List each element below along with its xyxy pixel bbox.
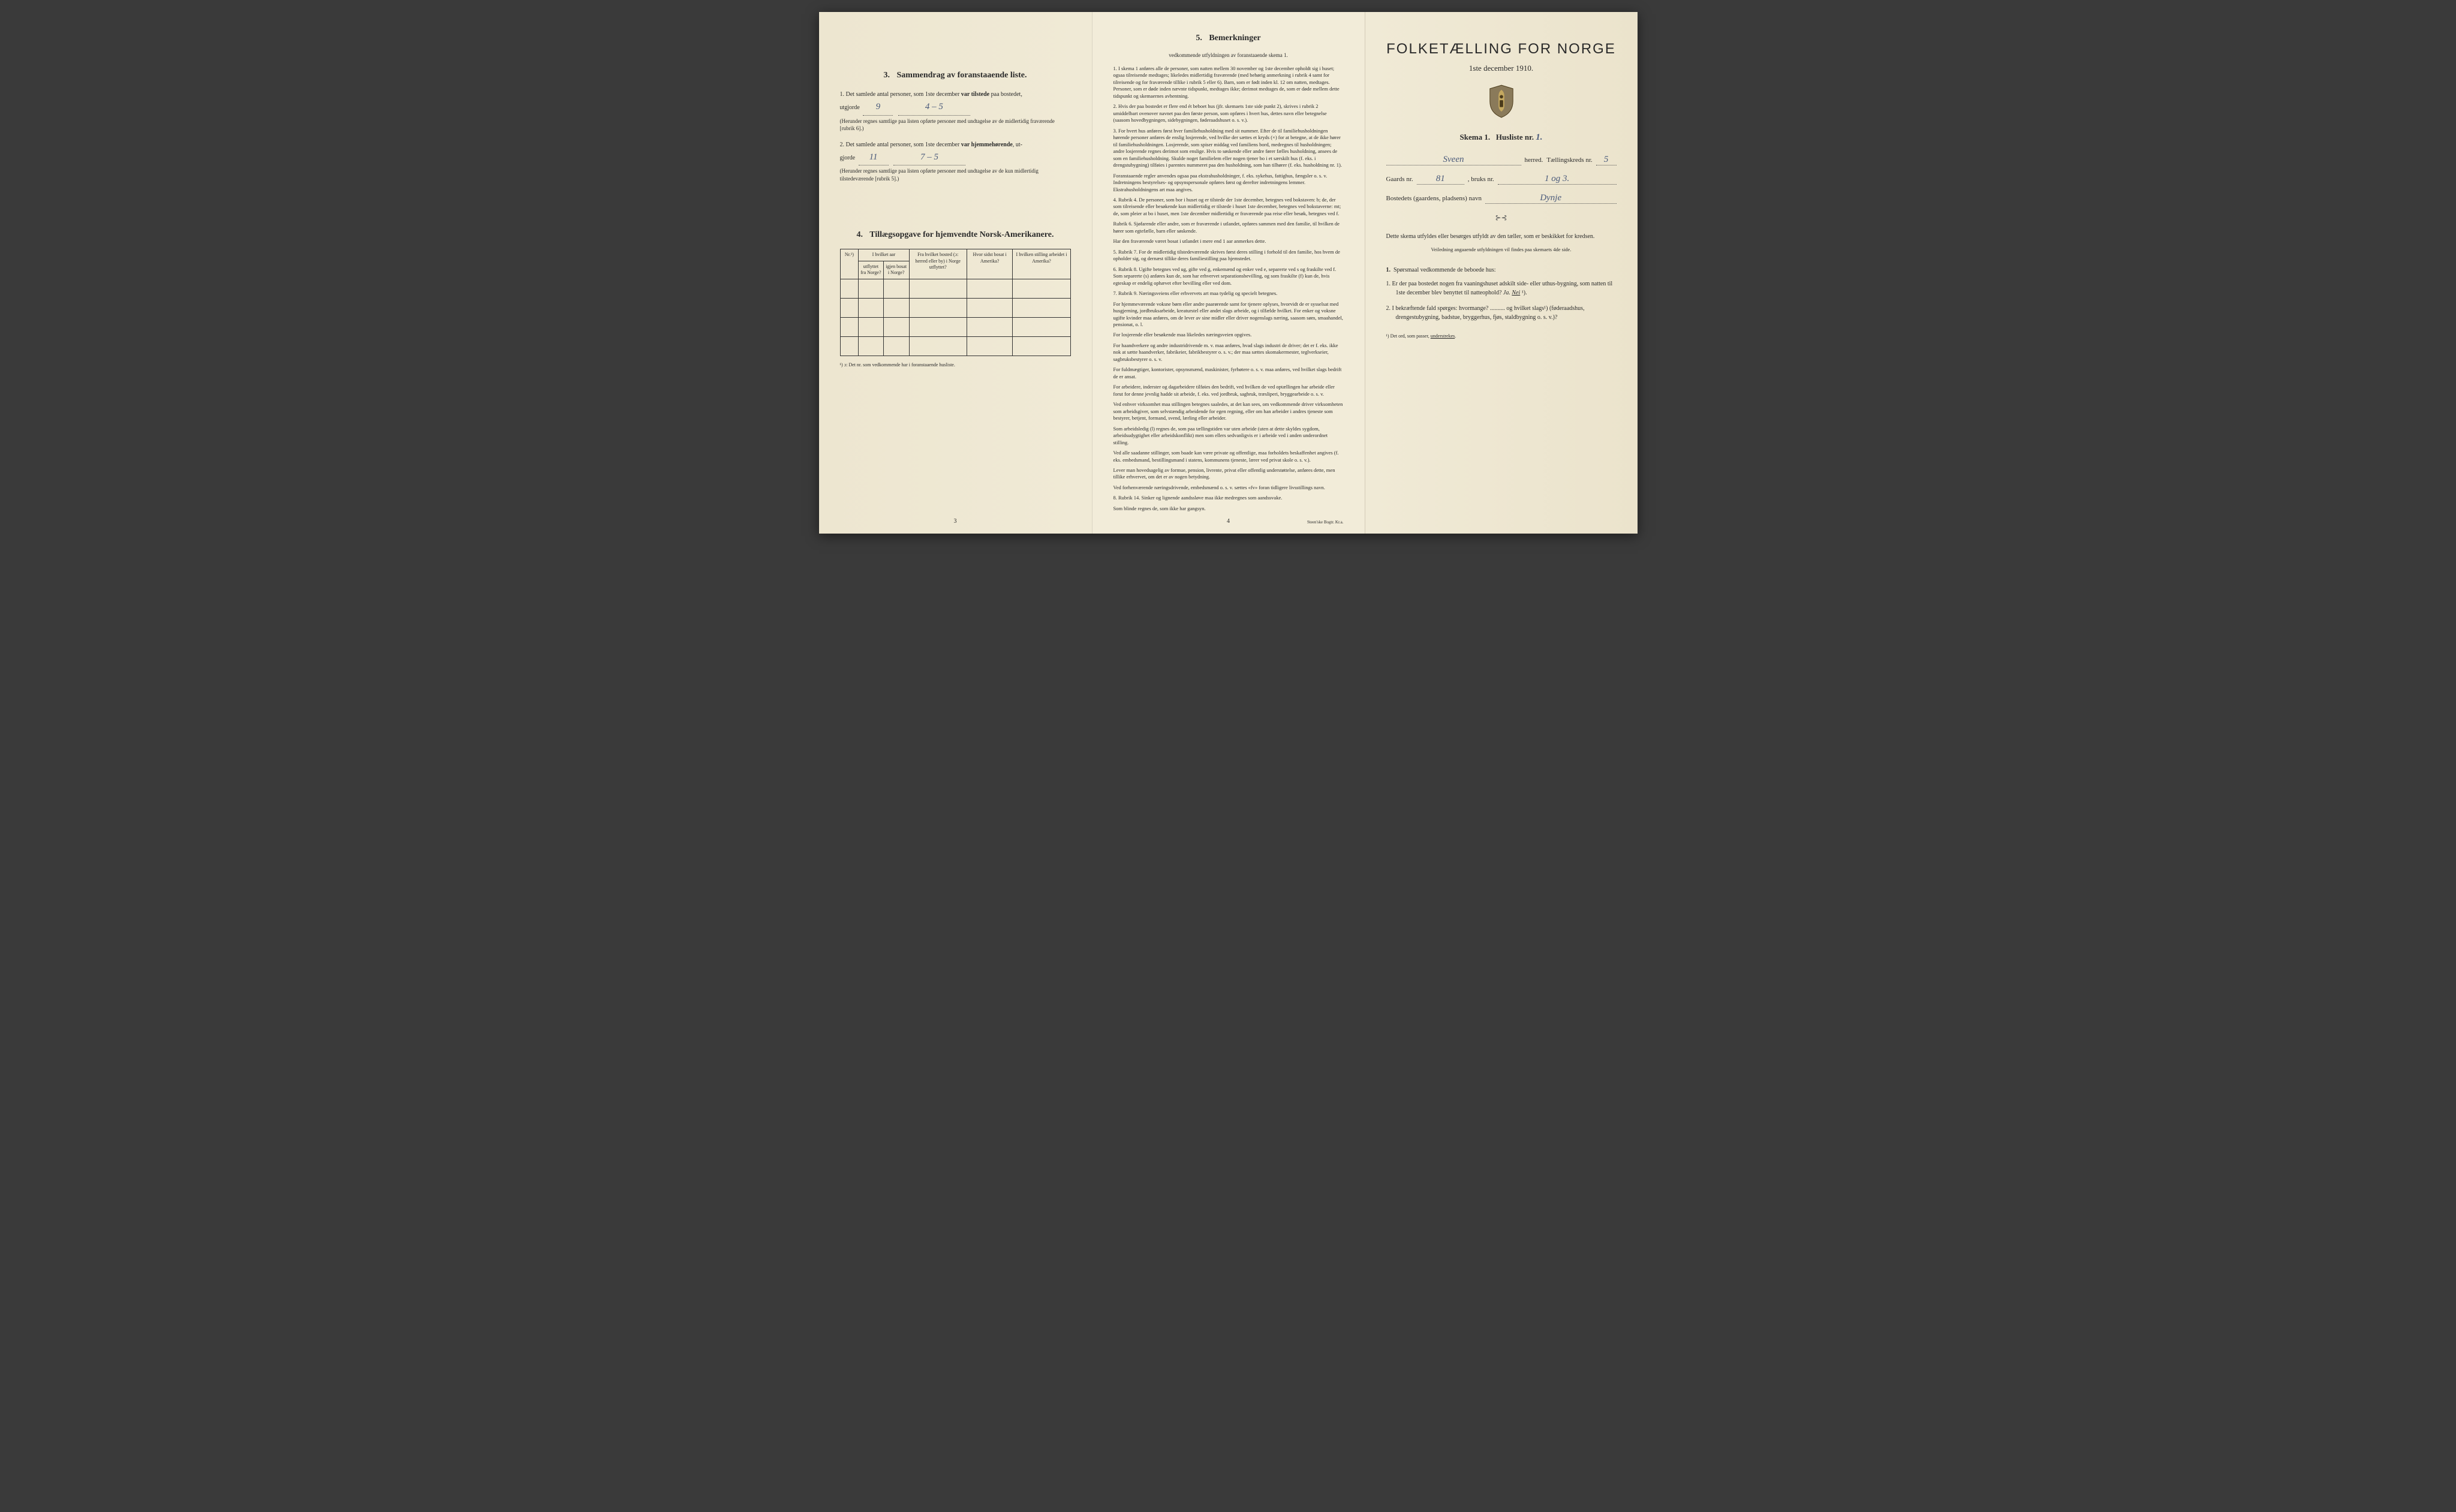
paragraph: 3. For hvert hus anføres først hver fami… bbox=[1113, 128, 1344, 169]
handwritten-value: Sveen bbox=[1386, 155, 1521, 165]
field-gaards: Gaards nr. 81 , bruks nr. 1 og 3. bbox=[1386, 174, 1617, 185]
paragraph: 1. I skema 1 anføres alle de personer, s… bbox=[1113, 65, 1344, 100]
page-number: 3 bbox=[954, 518, 957, 525]
question-1: 1. Er der paa bostedet nogen fra vaaning… bbox=[1386, 279, 1617, 298]
paragraph: For hjemmeværende voksne børn eller andr… bbox=[1113, 301, 1344, 329]
document-spread: 3. Sammendrag av foranstaaende liste. 1.… bbox=[819, 12, 1638, 534]
paragraph: Ved alle saadanne stillinger, som baade … bbox=[1113, 450, 1344, 463]
section-5-title: 5. Bemerkninger bbox=[1113, 34, 1344, 43]
paragraph: Som blinde regnes de, som ikke har gangs… bbox=[1113, 505, 1344, 512]
handwritten-value: 1. bbox=[1536, 132, 1542, 142]
handwritten-value: 81 bbox=[1417, 174, 1464, 185]
table-row bbox=[840, 279, 1070, 298]
question-2: 2. I bekræftende fald spørges: hvormange… bbox=[1386, 304, 1617, 323]
paragraph: 4. Rubrik 4. De personer, som bor i huse… bbox=[1113, 197, 1344, 217]
instruction-text: Dette skema utfyldes eller besørges utfy… bbox=[1386, 232, 1617, 241]
table-row bbox=[840, 317, 1070, 336]
paragraph: Foranstaaende regler anvendes ogsaa paa … bbox=[1113, 173, 1344, 193]
handwritten-value: Dynje bbox=[1485, 193, 1617, 204]
handwritten-value: 7 – 5 bbox=[893, 150, 965, 166]
paragraph: For haandverkere og andre industridriven… bbox=[1113, 342, 1344, 363]
table-body bbox=[840, 279, 1070, 356]
paragraph: 6. Rubrik 8. Ugifte betegnes ved ug, gif… bbox=[1113, 266, 1344, 287]
date-line: 1ste december 1910. bbox=[1386, 64, 1617, 73]
paragraph: 5. Rubrik 7. For de midlertidig tilstede… bbox=[1113, 249, 1344, 263]
paragraph: Som arbeidsledig (l) regnes de, som paa … bbox=[1113, 426, 1344, 446]
section-5-subtitle: vedkommende utfyldningen av foranstaaend… bbox=[1113, 52, 1344, 58]
table-row bbox=[840, 336, 1070, 356]
amerikanere-table: Nr.¹) I hvilket aar Fra hvilket bosted (… bbox=[840, 249, 1071, 356]
footnote: ¹) ɔ: Det nr. som vedkommende har i fora… bbox=[840, 362, 1071, 368]
paragraph: Ved forhenværende næringsdrivende, embed… bbox=[1113, 484, 1344, 491]
paragraph: 7. Rubrik 9. Næringsveiens eller erhverv… bbox=[1113, 290, 1344, 297]
section-3-title: 3. Sammendrag av foranstaaende liste. bbox=[840, 71, 1071, 80]
section-4-title: 4. Tillægsopgave for hjemvendte Norsk-Am… bbox=[840, 230, 1071, 240]
item-1: 1. Det samlede antal personer, som 1ste … bbox=[840, 89, 1071, 132]
page-left: 3. Sammendrag av foranstaaende liste. 1.… bbox=[819, 12, 1092, 534]
paragraph: Ved enhver virksomhet maa stillingen bet… bbox=[1113, 401, 1344, 421]
paragraph: For losjerende eller besøkende maa likel… bbox=[1113, 332, 1344, 338]
paragraph: Lever man hovedsagelig av formue, pensio… bbox=[1113, 467, 1344, 481]
bemerkninger-body: 1. I skema 1 anføres alle de personer, s… bbox=[1113, 65, 1344, 512]
handwritten-value: 4 – 5 bbox=[898, 100, 970, 116]
handwritten-value: 9 bbox=[863, 100, 893, 116]
handwritten-value: 5 bbox=[1596, 155, 1617, 165]
printer-mark: Steen'ske Bogtr. Kr.a. bbox=[1307, 520, 1344, 525]
instruction-note: Veiledning angaaende utfyldningen vil fi… bbox=[1386, 246, 1617, 254]
item-2: 2. Det samlede antal personer, som 1ste … bbox=[840, 140, 1071, 183]
paragraph: 8. Rubrik 14. Sinker og lignende aandssl… bbox=[1113, 495, 1344, 501]
paragraph: For fuldmægtiger, kontorister, opsynsmæn… bbox=[1113, 366, 1344, 380]
field-bosted: Bostedets (gaardens, pladsens) navn Dynj… bbox=[1386, 193, 1617, 204]
table-row bbox=[840, 298, 1070, 317]
handwritten-value: 11 bbox=[859, 150, 889, 166]
paragraph: Rubrik 6. Sjøfarende eller andre, som er… bbox=[1113, 221, 1344, 234]
paragraph: For arbeidere, inderster og dagarbeidere… bbox=[1113, 384, 1344, 397]
coat-of-arms-icon bbox=[1386, 84, 1617, 122]
paragraph: Har den fraværende været bosat i utlande… bbox=[1113, 238, 1344, 245]
field-herred: Sveen herred. Tællingskreds nr. 5 bbox=[1386, 155, 1617, 165]
skema-line: Skema 1. Husliste nr. 1. bbox=[1386, 132, 1617, 143]
footnote: ¹) Det ord, som passer, understrekes. bbox=[1386, 333, 1617, 339]
handwritten-value: 1 og 3. bbox=[1498, 174, 1617, 185]
page-right: FOLKETÆLLING FOR NORGE 1ste december 191… bbox=[1365, 12, 1638, 534]
page-middle: 5. Bemerkninger vedkommende utfyldningen… bbox=[1092, 12, 1365, 534]
ornament-icon: ⊱⊰ bbox=[1386, 213, 1617, 222]
main-title: FOLKETÆLLING FOR NORGE bbox=[1386, 41, 1617, 58]
page-number: 4 bbox=[1227, 518, 1230, 525]
question-header: 1. Spørsmaal vedkommende de beboede hus: bbox=[1386, 266, 1617, 275]
paragraph: 2. Hvis der paa bostedet er flere end ét… bbox=[1113, 103, 1344, 124]
